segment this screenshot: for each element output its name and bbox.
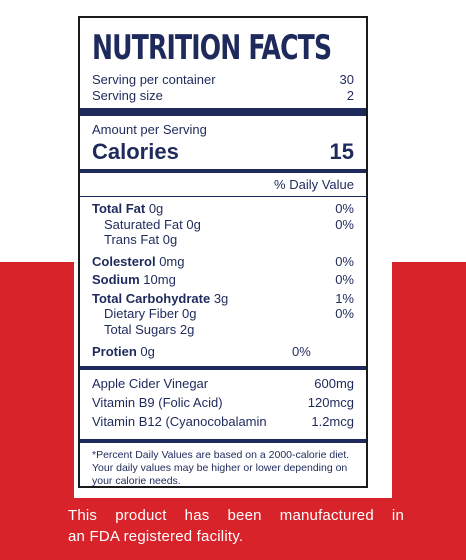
nutrient-dv xyxy=(314,232,354,248)
nutrient-amount: Saturated Fat 0g xyxy=(104,216,201,232)
nutrient-row-total-sugars: Total Sugars 2g xyxy=(92,322,354,338)
footnote: *Percent Daily Values are based on a 200… xyxy=(92,449,354,488)
serving-size-row: Serving size 2 xyxy=(92,88,354,104)
nutrient-name: Sodium xyxy=(92,272,140,287)
nutrient-row-protien: Protien 0g 0% xyxy=(92,344,354,360)
calories-row: Calories 15 xyxy=(92,139,354,165)
nutrient-dv: 0% xyxy=(335,201,354,216)
vitamin-name: Vitamin B9 (Folic Acid) xyxy=(92,394,223,410)
nutrient-name: Total Carbohydrate xyxy=(92,290,211,306)
nutrient-row-sodium: Sodium 10mg 0% xyxy=(92,272,354,288)
nutrient-amount: 10mg xyxy=(139,272,176,287)
vitamin-name: Vitamin B12 (Cyanocobalamin xyxy=(92,413,267,429)
nutrient-amount: Total Sugars 2g xyxy=(104,321,195,337)
serving-size-value: 2 xyxy=(346,88,354,103)
vitamin-amount: 1.2mcg xyxy=(311,413,354,429)
fda-caption: This product has been manufactured in an… xyxy=(68,505,404,547)
nutrient-row-trans-fat: Trans Fat 0g xyxy=(92,232,354,248)
nutrient-amount: Trans Fat 0g xyxy=(104,232,178,247)
caption-line-1: This product has been manufactured in xyxy=(68,507,404,524)
calories-label: Calories xyxy=(92,139,179,164)
nutrient-amount: 0g xyxy=(136,344,155,359)
nutrient-row-total-fat: Total Fat 0g 0% xyxy=(92,201,354,217)
nutrient-dv: 0% xyxy=(292,344,311,359)
nutrient-name: Colesterol xyxy=(92,253,156,269)
label-title: NUTRITION FACTS xyxy=(92,28,332,68)
vitamin-amount: 600mg xyxy=(314,375,354,391)
nutrient-amount: 3g xyxy=(210,290,229,306)
nutrient-dv: 1% xyxy=(335,290,354,306)
calories-value: 15 xyxy=(329,139,354,164)
serving-per-container-row: Serving per container 30 xyxy=(92,72,354,88)
vitamin-row: Apple Cider Vinegar 600mg xyxy=(92,374,354,393)
vitamin-list: Apple Cider Vinegar 600mg Vitamin B9 (Fo… xyxy=(92,374,354,431)
medium-divider xyxy=(80,169,366,173)
nutrient-dv: 0% xyxy=(335,272,354,287)
nutrient-name: Protien xyxy=(92,344,137,359)
footnote-line: Your daily values may be higher or lower… xyxy=(92,461,348,474)
nutrient-amount: 0g xyxy=(145,201,164,216)
nutrient-dv: 0% xyxy=(335,253,354,269)
nutrient-row-saturated-fat: Saturated Fat 0g 0% xyxy=(92,217,354,233)
vitamin-name: Apple Cider Vinegar xyxy=(92,375,209,391)
footnote-line: *Percent Daily Values are based on a 200… xyxy=(92,448,350,461)
nutrient-dv: 0% xyxy=(335,306,354,321)
vitamin-row: Vitamin B12 (Cyanocobalamin 1.2mcg xyxy=(92,412,354,431)
amount-per-serving: Amount per Serving xyxy=(92,122,207,137)
footnote-line: your calorie needs. xyxy=(92,474,181,487)
nutrient-row-dietary-fiber: Dietary Fiber 0g 0% xyxy=(92,306,354,322)
serving-per-container-value: 30 xyxy=(339,72,354,87)
nutrient-list: Total Fat 0g 0% Saturated Fat 0g 0% Tran… xyxy=(92,201,354,360)
serving-per-container-label: Serving per container xyxy=(92,72,216,87)
thin-divider xyxy=(80,196,366,197)
caption-line-2: an FDA registered facility. xyxy=(68,528,244,545)
thick-divider xyxy=(80,108,366,116)
nutrient-amount: Dietary Fiber 0g xyxy=(104,306,197,321)
nutrient-row-total-carbohydrate: Total Carbohydrate 3g 1% xyxy=(92,291,354,307)
nutrient-dv: 0% xyxy=(335,216,354,232)
nutrient-row-colesterol: Colesterol 0mg 0% xyxy=(92,254,354,270)
medium-divider xyxy=(80,438,366,443)
vitamin-row: Vitamin B9 (Folic Acid) 120mcg xyxy=(92,393,354,412)
nutrient-dv xyxy=(314,322,354,338)
daily-value-header: % Daily Value xyxy=(274,177,354,192)
serving-size-label: Serving size xyxy=(92,88,163,103)
nutrition-facts-label: NUTRITION FACTS Serving per container 30… xyxy=(78,16,368,488)
medium-divider xyxy=(80,365,366,370)
nutrient-amount: 0mg xyxy=(155,253,185,269)
vitamin-amount: 120mcg xyxy=(307,394,354,410)
nutrient-name: Total Fat xyxy=(92,201,146,216)
